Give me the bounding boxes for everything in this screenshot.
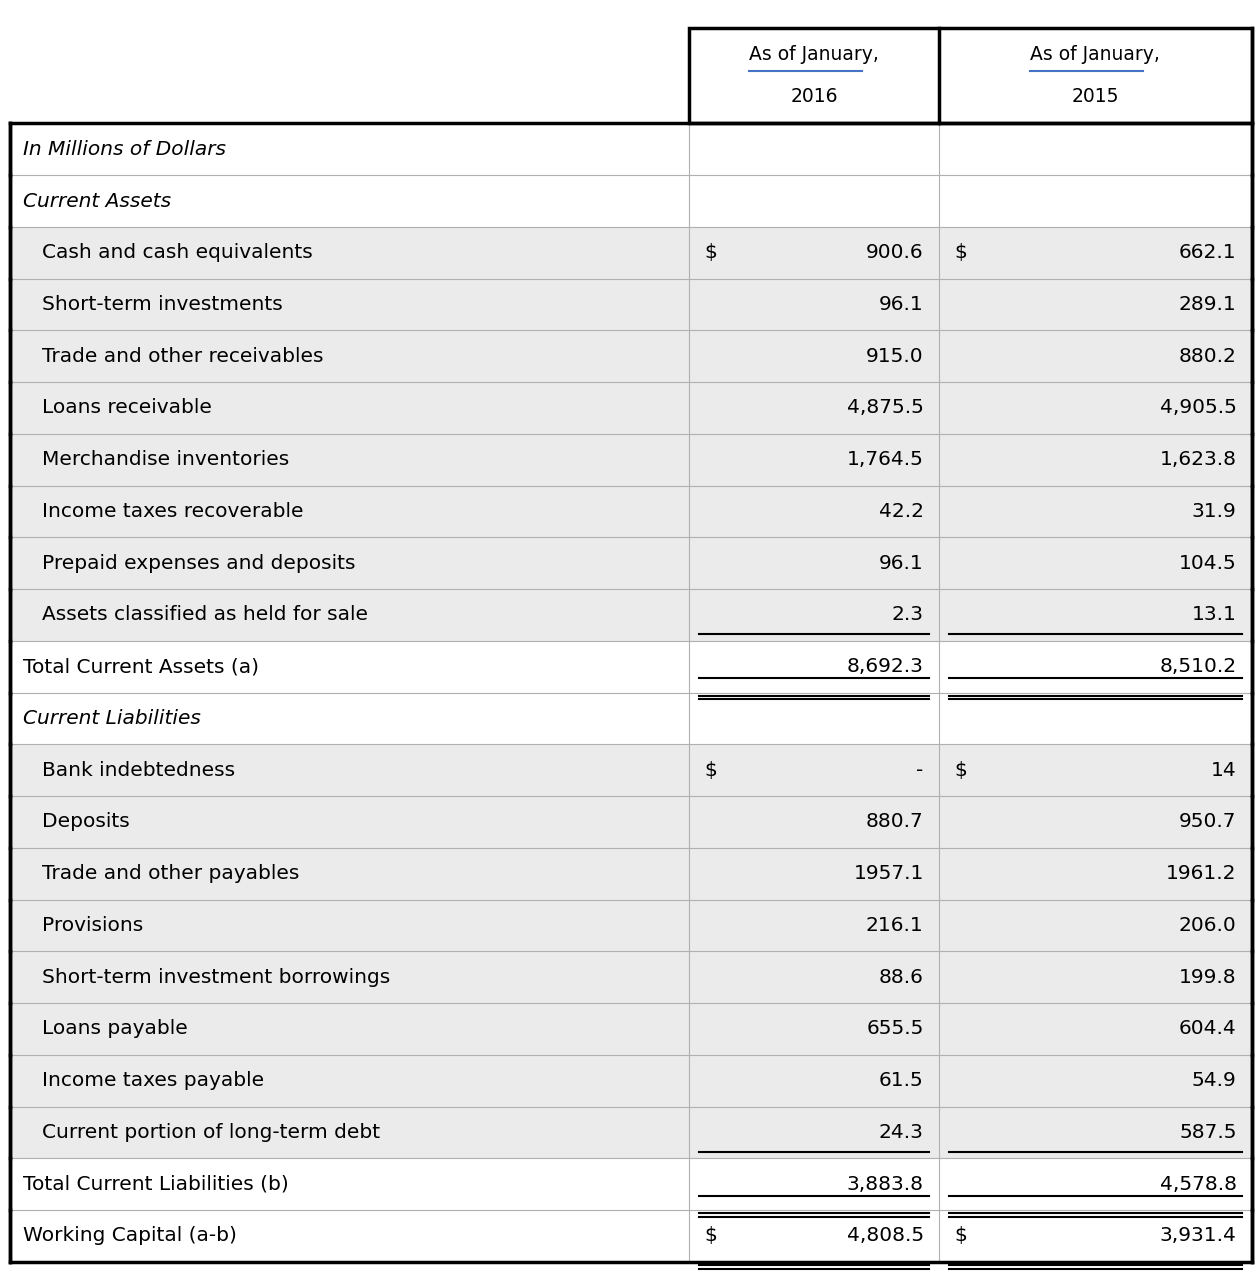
Bar (10, 589, 1252, 641)
Text: Bank indebtedness: Bank indebtedness (42, 761, 235, 780)
Text: 88.6: 88.6 (879, 968, 923, 987)
Bar (10, 899, 1252, 951)
Text: 13.1: 13.1 (1191, 605, 1237, 625)
Text: Assets classified as held for sale: Assets classified as held for sale (42, 605, 367, 625)
Bar (10, 1054, 1252, 1107)
Bar (10, 537, 1252, 589)
Bar (10, 744, 1252, 796)
Text: 2015: 2015 (1072, 88, 1120, 106)
Text: Cash and cash equivalents: Cash and cash equivalents (42, 243, 312, 262)
Text: 3,931.4: 3,931.4 (1160, 1226, 1237, 1245)
Text: 216.1: 216.1 (866, 916, 923, 935)
Bar (10, 486, 1252, 537)
Text: 915.0: 915.0 (866, 347, 923, 366)
Text: 3,883.8: 3,883.8 (847, 1175, 923, 1193)
Bar (10, 1107, 1252, 1159)
Text: -: - (917, 761, 923, 780)
Text: Deposits: Deposits (42, 813, 130, 832)
Text: $: $ (954, 243, 966, 262)
Text: 8,692.3: 8,692.3 (847, 658, 923, 677)
Bar (10, 951, 1252, 1004)
Text: Loans receivable: Loans receivable (42, 398, 211, 417)
Text: 880.7: 880.7 (866, 813, 923, 832)
Text: Prepaid expenses and deposits: Prepaid expenses and deposits (42, 553, 355, 572)
Text: Total Current Liabilities (b): Total Current Liabilities (b) (23, 1175, 288, 1193)
Text: Current Assets: Current Assets (23, 192, 171, 210)
Text: 289.1: 289.1 (1179, 295, 1237, 314)
Text: $: $ (704, 1226, 717, 1245)
Text: Working Capital (a-b): Working Capital (a-b) (23, 1226, 237, 1245)
Text: $: $ (954, 1226, 966, 1245)
Bar (10, 796, 1252, 848)
Text: 1957.1: 1957.1 (853, 864, 923, 883)
Text: 950.7: 950.7 (1179, 813, 1237, 832)
Text: $: $ (954, 761, 966, 780)
Bar (10, 848, 1252, 899)
Text: Income taxes payable: Income taxes payable (42, 1071, 264, 1090)
Text: Trade and other payables: Trade and other payables (42, 864, 299, 883)
Text: As of ​January,: As of ​January, (749, 46, 879, 64)
Text: Trade and other receivables: Trade and other receivables (42, 347, 323, 366)
Text: 42.2: 42.2 (879, 502, 923, 522)
Text: 24.3: 24.3 (879, 1123, 923, 1142)
Text: Total Current Assets (a): Total Current Assets (a) (23, 658, 259, 677)
Text: As of ​January,: As of ​January, (1030, 46, 1160, 64)
Text: 206.0: 206.0 (1179, 916, 1237, 935)
Text: $: $ (704, 243, 717, 262)
Text: Loans payable: Loans payable (42, 1019, 187, 1038)
Text: 1961.2: 1961.2 (1166, 864, 1237, 883)
Text: 54.9: 54.9 (1191, 1071, 1237, 1090)
Text: Merchandise inventories: Merchandise inventories (42, 450, 289, 469)
Text: In Millions of Dollars: In Millions of Dollars (23, 140, 225, 159)
Text: Income taxes recoverable: Income taxes recoverable (42, 502, 303, 522)
Text: 4,808.5: 4,808.5 (847, 1226, 923, 1245)
Bar (10, 331, 1252, 382)
Text: Short-term investment borrowings: Short-term investment borrowings (42, 968, 390, 987)
Text: 14: 14 (1211, 761, 1237, 780)
Text: 880.2: 880.2 (1179, 347, 1237, 366)
Text: 4,905.5: 4,905.5 (1160, 398, 1237, 417)
Bar (10, 279, 1252, 331)
Text: 4,578.8: 4,578.8 (1160, 1175, 1237, 1193)
Text: 2016: 2016 (790, 88, 838, 106)
Text: 655.5: 655.5 (867, 1019, 923, 1038)
Text: 96.1: 96.1 (879, 295, 923, 314)
Text: 662.1: 662.1 (1179, 243, 1237, 262)
Text: Current Liabilities: Current Liabilities (23, 709, 200, 728)
Text: 8,510.2: 8,510.2 (1160, 658, 1237, 677)
Text: 4,875.5: 4,875.5 (847, 398, 923, 417)
Text: 61.5: 61.5 (879, 1071, 923, 1090)
Bar (10, 382, 1252, 434)
Text: 2.3: 2.3 (892, 605, 923, 625)
Text: 587.5: 587.5 (1179, 1123, 1237, 1142)
Text: 104.5: 104.5 (1179, 553, 1237, 572)
Text: 900.6: 900.6 (866, 243, 923, 262)
Text: 31.9: 31.9 (1191, 502, 1237, 522)
Bar (10, 434, 1252, 486)
Text: Short-term investments: Short-term investments (42, 295, 282, 314)
Text: 96.1: 96.1 (879, 553, 923, 572)
Bar (10, 1004, 1252, 1054)
Text: $: $ (704, 761, 717, 780)
Bar (10, 226, 1252, 279)
Bar (689, 28, 1252, 123)
Text: Current portion of long-term debt: Current portion of long-term debt (42, 1123, 380, 1142)
Text: Provisions: Provisions (42, 916, 142, 935)
Text: 1,623.8: 1,623.8 (1160, 450, 1237, 469)
Text: 604.4: 604.4 (1179, 1019, 1237, 1038)
Text: 199.8: 199.8 (1179, 968, 1237, 987)
Text: 1,764.5: 1,764.5 (847, 450, 923, 469)
